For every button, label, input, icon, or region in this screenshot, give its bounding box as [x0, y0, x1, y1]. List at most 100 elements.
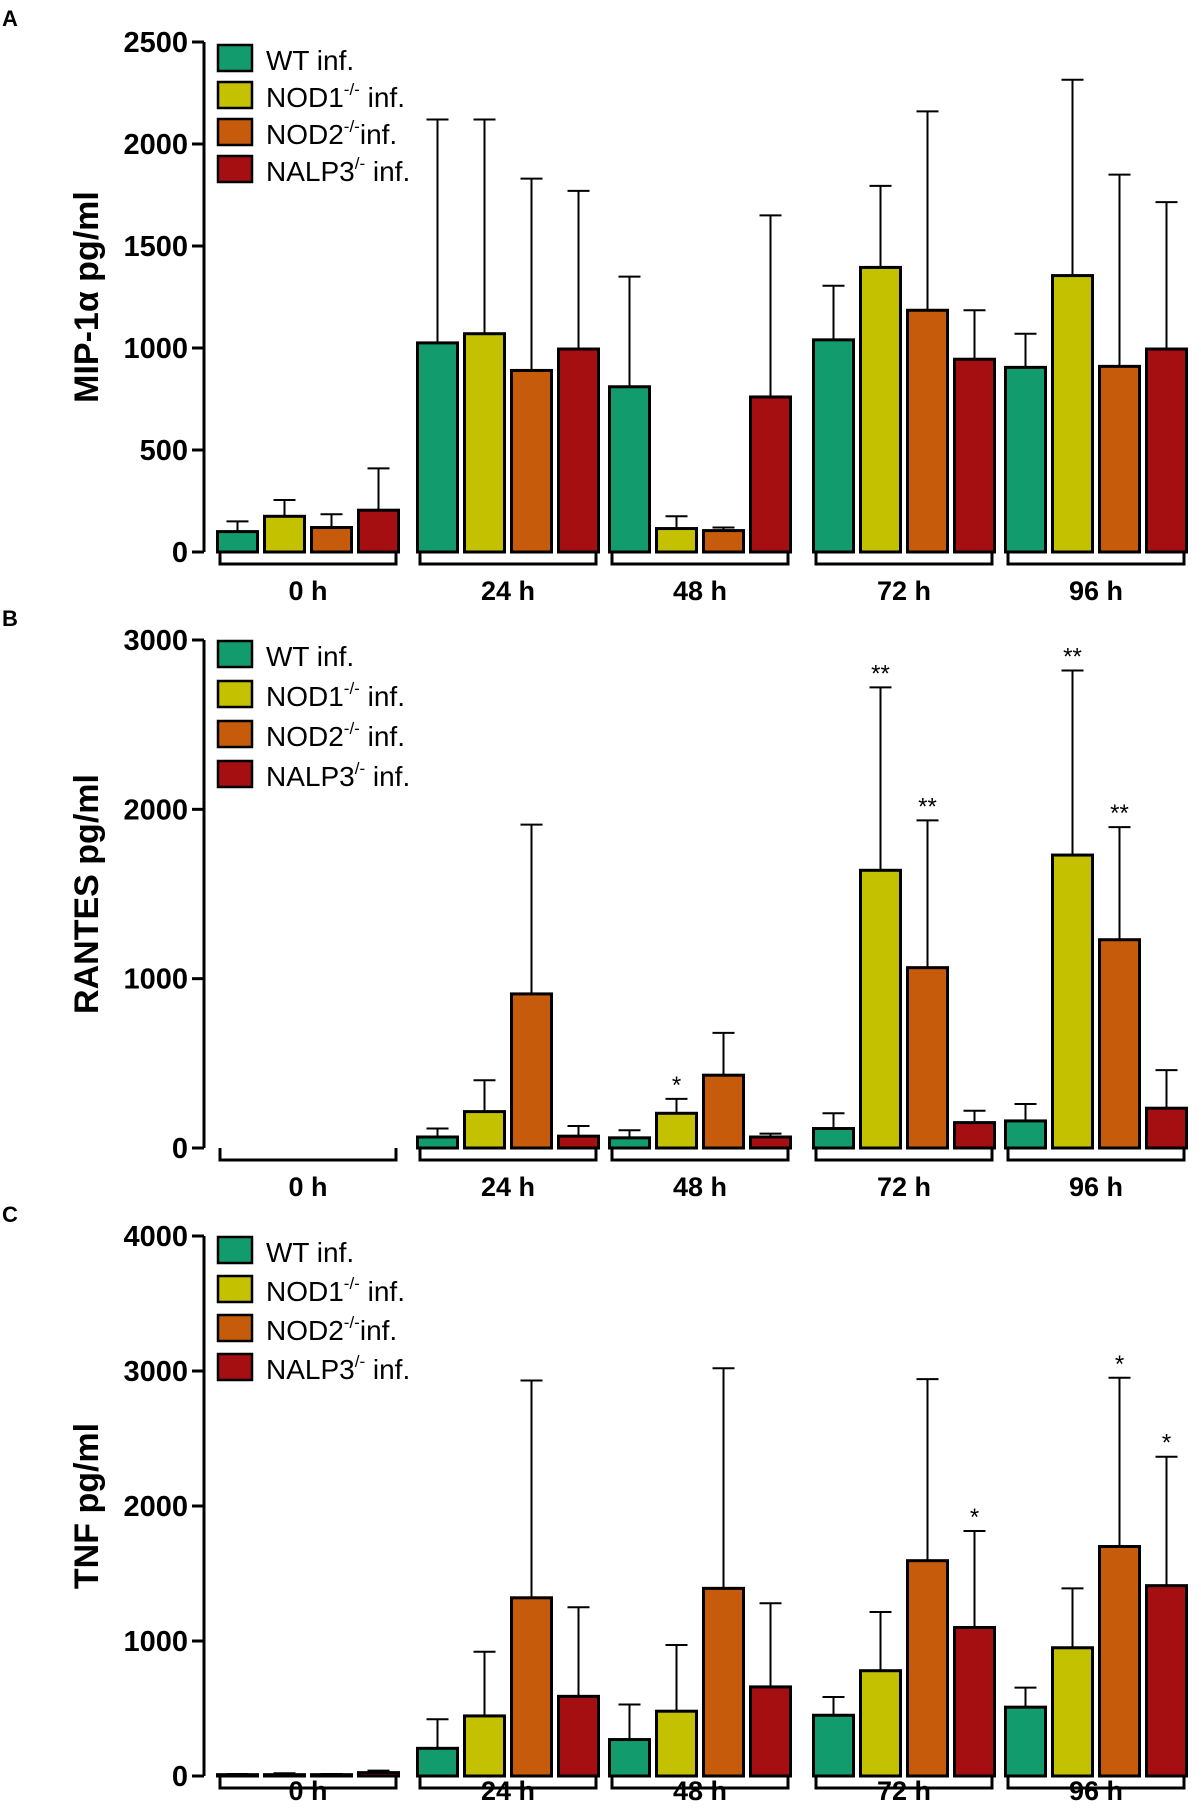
y-tick-label: 2500	[123, 27, 188, 59]
x-tick-label: 72 h	[877, 1172, 931, 1202]
bar	[557, 347, 600, 554]
y-axis-label: RANTES pg/ml	[68, 774, 106, 1014]
bar	[357, 508, 400, 554]
y-tick-label: 500	[140, 435, 188, 467]
bar	[1004, 365, 1047, 554]
legend-entry: NOD1-/- inf.	[266, 679, 405, 712]
x-tick-label: 48 h	[673, 1172, 727, 1202]
bar	[1004, 1705, 1047, 1778]
y-tick-label: 3000	[123, 1356, 188, 1388]
x-tick-label: 48 h	[673, 1776, 727, 1804]
bar	[702, 1073, 745, 1150]
group-bracket	[814, 1776, 994, 1790]
group-bracket	[218, 1776, 398, 1790]
legend: WT inf. NOD1-/- inf. NOD2-/-inf. NALP3/- in…	[216, 43, 410, 187]
significance-marker: **	[918, 793, 937, 820]
legend-entry: NALP3/- inf.	[266, 759, 410, 792]
bar	[416, 1135, 459, 1150]
legend-entry: NOD1-/- inf.	[266, 1274, 405, 1307]
x-tick-label: 24 h	[481, 576, 535, 606]
legend-swatch	[216, 1352, 254, 1382]
x-tick-label: 72 h	[877, 1776, 931, 1804]
significance-marker: **	[1110, 800, 1129, 827]
bar	[416, 1746, 459, 1778]
bar	[749, 1685, 792, 1778]
bar	[510, 992, 553, 1150]
group-bracket	[1006, 1148, 1186, 1162]
bar	[1145, 1106, 1188, 1150]
bar	[416, 341, 459, 554]
bar	[1098, 1545, 1141, 1778]
bar	[655, 1111, 698, 1150]
bar	[702, 529, 745, 554]
bar	[953, 1626, 996, 1778]
group-bracket	[610, 552, 790, 566]
bar	[510, 368, 553, 554]
panel-letter: A	[2, 6, 18, 31]
significance-marker: *	[970, 1504, 979, 1531]
legend-entry: NALP3/- inf.	[266, 1352, 410, 1385]
legend-entry: WT inf.	[266, 45, 354, 76]
legend: WT inf. NOD1-/- inf. NOD2-/- inf. NALP3/- i…	[216, 639, 410, 792]
bar	[812, 338, 855, 554]
legend-swatch	[216, 117, 254, 147]
y-tick-label: 1000	[123, 964, 188, 996]
y-tick-label: 0	[172, 1133, 188, 1165]
legend-swatch	[216, 1274, 254, 1304]
y-tick-label: 2000	[123, 129, 188, 161]
panel-letter: B	[2, 606, 18, 631]
bar	[510, 1596, 553, 1778]
group-bracket	[814, 552, 994, 566]
x-tick-label: 96 h	[1069, 1172, 1123, 1202]
bar	[216, 530, 259, 554]
legend-swatch	[216, 639, 254, 669]
significance-marker: *	[1115, 1351, 1124, 1378]
bar	[655, 527, 698, 554]
bar	[557, 1694, 600, 1778]
bar	[655, 1709, 698, 1778]
group-bracket	[218, 552, 398, 566]
y-tick-label: 2000	[123, 794, 188, 826]
bar	[1051, 1646, 1094, 1778]
bar	[1145, 1584, 1188, 1778]
x-tick-label: 96 h	[1069, 576, 1123, 606]
group-bracket	[814, 1148, 994, 1162]
bar	[702, 1586, 745, 1778]
bar	[1004, 1119, 1047, 1150]
bar	[608, 1738, 651, 1778]
bar	[953, 357, 996, 554]
bar	[357, 1771, 400, 1778]
legend-entry: WT inf.	[266, 641, 354, 672]
panel-C: C 0 1000 2000 3000 4000 TNF pg/ml * * * 0 h 24 h 48 …	[2, 1202, 1188, 1806]
x-tick-label: 24 h	[481, 1776, 535, 1804]
bar	[608, 385, 651, 554]
y-tick-label: 2000	[123, 1491, 188, 1523]
legend: WT inf. NOD1-/- inf. NOD2-/-inf. NALP3/- in…	[216, 1235, 410, 1385]
bar	[859, 868, 902, 1150]
group-bracket	[418, 1148, 598, 1162]
legend-swatch	[216, 759, 254, 789]
bar	[749, 1135, 792, 1150]
x-tick-label: 48 h	[673, 576, 727, 606]
panel-A: A 0 500 1000 1500 2000 2500 MIP-1α pg/ml 0 h 24 h…	[2, 6, 1188, 606]
group-bracket	[418, 1776, 598, 1790]
bar	[1051, 274, 1094, 554]
bar	[310, 526, 353, 554]
legend-entry: NOD2-/-inf.	[266, 1313, 397, 1346]
bar	[463, 1714, 506, 1778]
legend-swatch	[216, 154, 254, 184]
bar	[859, 1669, 902, 1778]
legend-entry: WT inf.	[266, 1237, 354, 1268]
group-bracket	[610, 1776, 790, 1790]
bar	[906, 966, 949, 1150]
legend-entry: NOD2-/- inf.	[266, 719, 405, 752]
bar	[463, 1110, 506, 1150]
panel-letter: C	[2, 1202, 18, 1227]
group-bracket	[418, 552, 598, 566]
y-tick-label: 0	[172, 1761, 188, 1793]
bar	[906, 308, 949, 554]
bar	[557, 1134, 600, 1150]
